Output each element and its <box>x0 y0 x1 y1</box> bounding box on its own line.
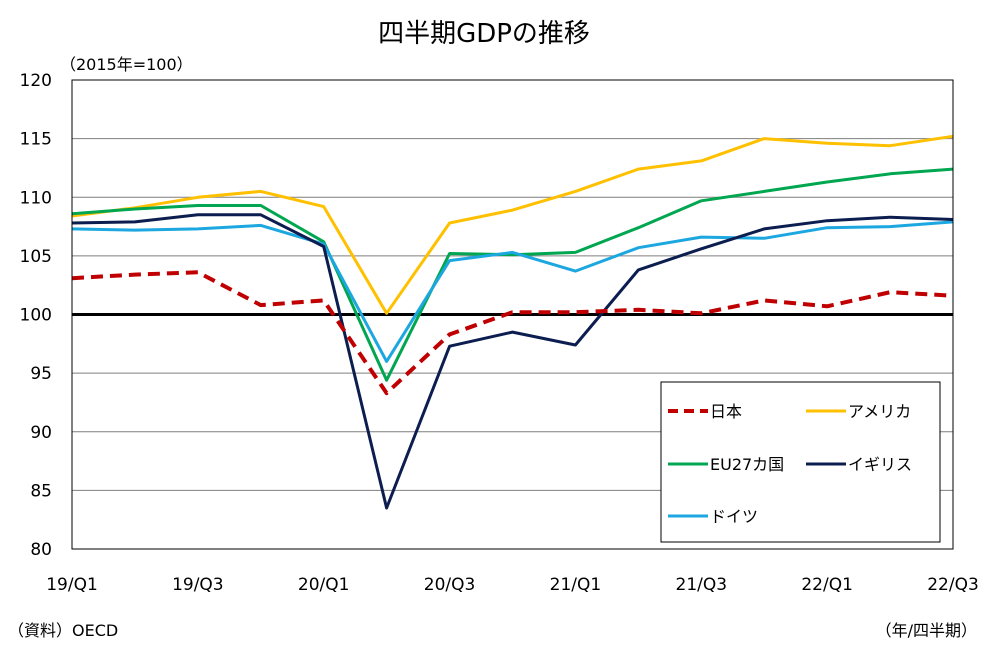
series-line-4 <box>71 220 954 363</box>
y-tick-label: 110 <box>20 188 52 208</box>
legend-label-3: イギリス <box>848 455 912 474</box>
x-axis-unit: （年/四半期） <box>876 621 977 640</box>
series-lines <box>71 134 954 510</box>
legend-label-1: アメリカ <box>848 402 911 421</box>
y-tick-label: 120 <box>20 71 52 91</box>
x-tick-label: 20/Q3 <box>424 575 476 595</box>
x-tick-label: 21/Q3 <box>676 575 728 595</box>
y-tick-label: 90 <box>30 423 52 443</box>
legend-label-4: ドイツ <box>710 507 758 526</box>
series-line-3 <box>71 213 954 510</box>
y-tick-label: 85 <box>30 481 52 501</box>
source-note: （資料）OECD <box>8 621 118 640</box>
y-tick-label: 105 <box>20 247 52 267</box>
x-tick-label: 22/Q3 <box>927 575 979 595</box>
x-tick-label: 19/Q1 <box>46 575 98 595</box>
legend-label-2: EU27カ国 <box>710 455 784 474</box>
x-tick-label: 21/Q1 <box>550 575 602 595</box>
series-line-1 <box>71 134 954 315</box>
y-tick-labels: 80 85 90 95 100 105 110 115 120 <box>20 71 52 560</box>
y-tick-label: 80 <box>30 540 52 560</box>
x-tick-label: 22/Q1 <box>801 575 853 595</box>
y-tick-label: 115 <box>20 130 52 150</box>
y-axis-unit: （2015年=100） <box>60 55 193 74</box>
y-tick-label: 100 <box>20 306 52 326</box>
x-tick-label: 19/Q3 <box>172 575 224 595</box>
plot-frame <box>71 79 954 550</box>
y-tick-label: 95 <box>30 364 52 384</box>
series-line-0 <box>71 270 954 396</box>
x-tick-label: 20/Q1 <box>298 575 350 595</box>
chart-title: 四半期GDPの推移 <box>378 19 590 49</box>
x-tick-labels: 19/Q1 19/Q3 20/Q1 20/Q3 21/Q1 21/Q3 22/Q1 22/Q3 <box>46 575 979 595</box>
legend-label-0: 日本 <box>710 402 742 421</box>
series-line-2 <box>71 167 954 382</box>
